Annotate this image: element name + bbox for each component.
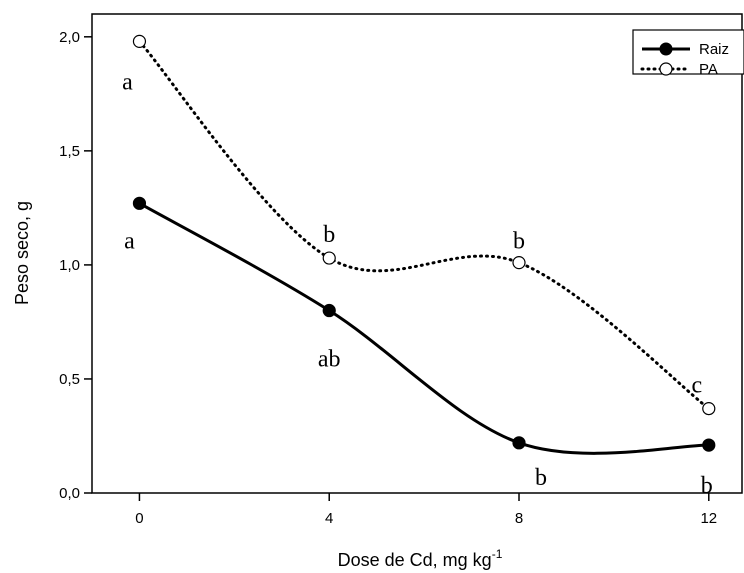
y-axis: 0,0 0,5 1,0 1,5 2,0 — [59, 29, 92, 502]
sig-letter-raiz-3: b — [701, 473, 713, 499]
x-axis-title-superscript: -1 — [492, 547, 503, 561]
sig-letter-raiz-2: b — [535, 465, 547, 491]
sig-letter-pa-0: a — [122, 69, 133, 95]
y-axis-title: Peso seco, g — [12, 201, 32, 305]
legend: Raiz PA — [632, 29, 744, 78]
x-tick-label-1: 4 — [325, 510, 333, 527]
sig-letter-pa-1: b — [323, 222, 335, 248]
series-layer — [132, 34, 716, 455]
point-raiz-3 — [702, 438, 716, 452]
legend-label-pa: PA — [699, 61, 718, 78]
y-tick-label-1: 0,5 — [59, 371, 80, 388]
x-axis: 0 4 8 12 — [135, 493, 717, 527]
point-pa-1 — [322, 251, 336, 265]
x-axis-title: Dose de Cd, mg kg-1 — [338, 547, 503, 570]
sig-letter-raiz-1: ab — [318, 347, 341, 373]
y-tick-label-4: 2,0 — [59, 29, 80, 46]
point-pa-0 — [132, 34, 147, 48]
y-tick-label-0: 0,0 — [59, 485, 80, 502]
series-line-raiz — [138, 202, 709, 455]
legend-box — [632, 29, 744, 75]
point-raiz-2 — [512, 436, 526, 450]
y-tick-label-3: 1,5 — [59, 143, 80, 160]
sig-letter-raiz-0: a — [124, 228, 135, 254]
sig-letter-pa-3: c — [691, 373, 702, 399]
point-raiz-0 — [132, 196, 147, 210]
legend-marker-raiz — [659, 42, 673, 56]
x-axis-title-text: Dose de Cd, mg kg — [338, 550, 492, 570]
legend-label-raiz: Raiz — [699, 41, 729, 58]
point-pa-2 — [512, 256, 526, 270]
legend-marker-pa — [659, 62, 673, 76]
plot-frame — [91, 13, 743, 494]
sig-letter-pa-2: b — [513, 229, 525, 255]
x-tick-label-0: 0 — [135, 510, 143, 527]
point-raiz-1 — [322, 303, 336, 318]
x-tick-label-2: 8 — [515, 510, 523, 527]
point-pa-3 — [702, 402, 716, 416]
y-tick-label-2: 1,0 — [59, 257, 80, 274]
x-tick-label-3: 12 — [700, 510, 717, 527]
series-line-pa — [137, 39, 711, 411]
